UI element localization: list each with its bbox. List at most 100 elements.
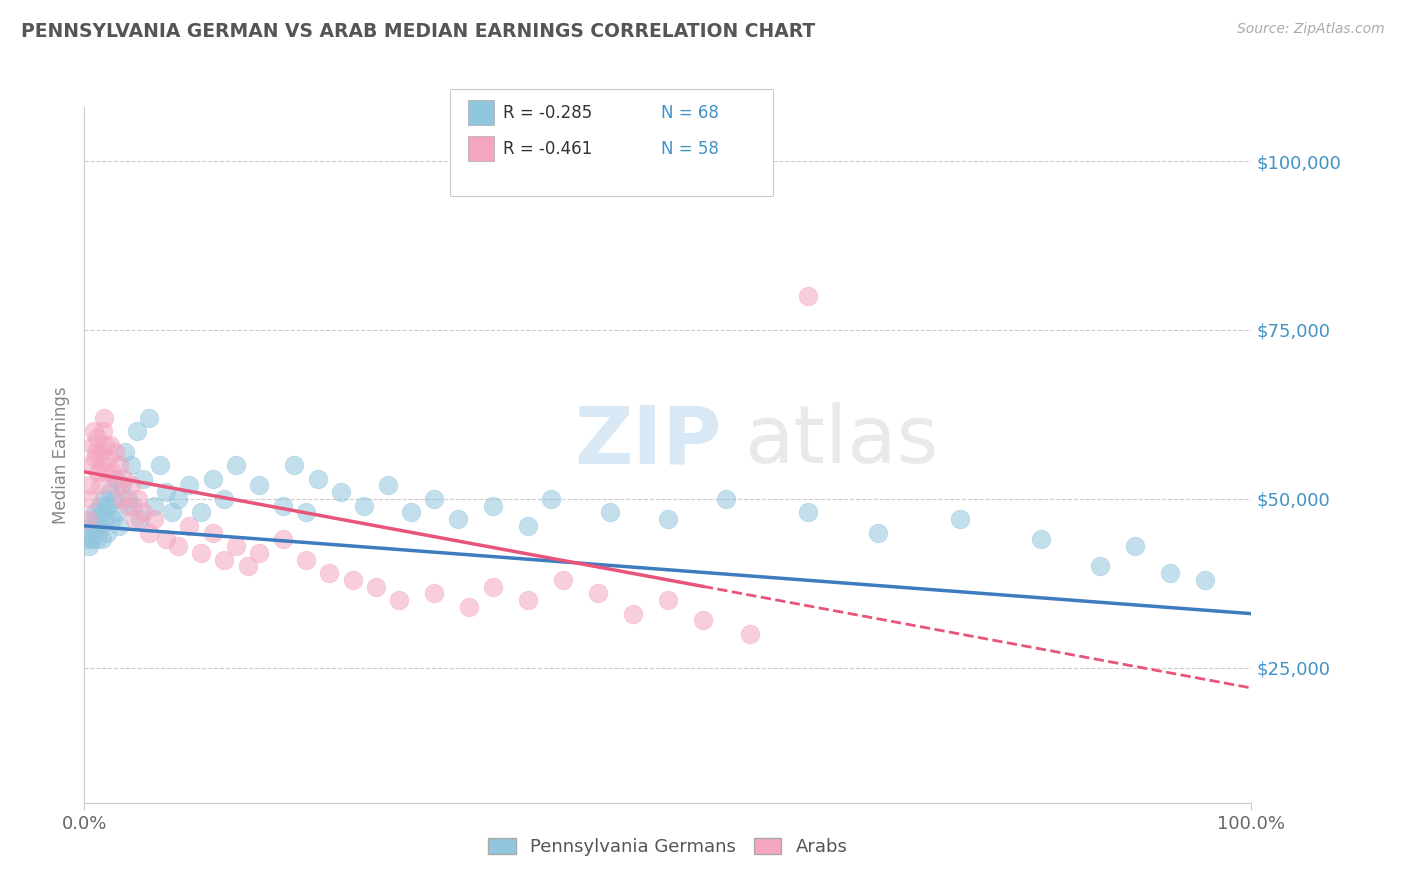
- Point: [481, 580, 505, 594]
- Point: [108, 458, 131, 472]
- Point: [96, 465, 118, 479]
- Point: [458, 599, 481, 614]
- Point: [117, 499, 139, 513]
- Point: [388, 593, 411, 607]
- Point: [236, 559, 259, 574]
- Text: PENNSYLVANIA GERMAN VS ARAB MEDIAN EARNINGS CORRELATION CHART: PENNSYLVANIA GERMAN VS ARAB MEDIAN EARNI…: [21, 22, 815, 41]
- Text: N = 58: N = 58: [661, 140, 718, 158]
- Point: [179, 478, 201, 492]
- Point: [84, 444, 107, 458]
- Point: [120, 478, 142, 492]
- Point: [129, 512, 152, 526]
- Point: [79, 478, 101, 492]
- Point: [105, 505, 128, 519]
- Point: [90, 444, 112, 458]
- Point: [540, 491, 562, 506]
- Point: [83, 505, 105, 519]
- Point: [516, 593, 538, 607]
- Point: [949, 512, 972, 526]
- Point: [104, 472, 127, 486]
- Point: [1031, 533, 1053, 547]
- Point: [214, 552, 236, 566]
- Point: [307, 472, 329, 486]
- Point: [76, 533, 98, 547]
- Point: [77, 491, 100, 506]
- Text: R = -0.285: R = -0.285: [503, 104, 592, 122]
- Point: [155, 485, 177, 500]
- Point: [83, 512, 105, 526]
- Point: [190, 546, 212, 560]
- Point: [599, 505, 621, 519]
- Point: [83, 424, 105, 438]
- Point: [423, 491, 446, 506]
- Point: [132, 472, 155, 486]
- Point: [353, 499, 375, 513]
- Point: [112, 472, 135, 486]
- Point: [249, 478, 271, 492]
- Point: [377, 478, 399, 492]
- Point: [108, 519, 131, 533]
- Point: [271, 533, 294, 547]
- Point: [866, 525, 889, 540]
- Point: [1194, 573, 1216, 587]
- Point: [87, 512, 110, 526]
- Point: [89, 478, 111, 492]
- Point: [423, 586, 446, 600]
- Point: [201, 525, 224, 540]
- Point: [295, 505, 318, 519]
- Point: [366, 580, 388, 594]
- Point: [125, 424, 148, 438]
- Legend: Pennsylvania Germans, Arabs: Pennsylvania Germans, Arabs: [481, 830, 855, 863]
- Point: [80, 458, 103, 472]
- Point: [797, 289, 820, 303]
- Point: [201, 472, 224, 486]
- Point: [283, 458, 305, 472]
- Point: [114, 444, 136, 458]
- Point: [657, 593, 679, 607]
- Point: [657, 512, 679, 526]
- Point: [516, 519, 538, 533]
- Point: [166, 491, 188, 506]
- Point: [225, 458, 247, 472]
- Point: [179, 519, 201, 533]
- Point: [124, 512, 146, 526]
- Text: Source: ZipAtlas.com: Source: ZipAtlas.com: [1237, 22, 1385, 37]
- Point: [738, 627, 761, 641]
- Point: [105, 478, 128, 492]
- Point: [83, 451, 105, 466]
- Point: [90, 458, 112, 472]
- Point: [249, 546, 271, 560]
- Point: [90, 519, 112, 533]
- Point: [97, 451, 120, 466]
- Point: [225, 539, 247, 553]
- Point: [77, 539, 100, 553]
- Point: [138, 410, 160, 425]
- Point: [82, 519, 104, 533]
- Point: [101, 512, 124, 526]
- Text: atlas: atlas: [744, 402, 938, 480]
- Point: [621, 607, 644, 621]
- Point: [120, 458, 142, 472]
- Point: [551, 573, 574, 587]
- Point: [271, 499, 294, 513]
- Y-axis label: Median Earnings: Median Earnings: [52, 386, 70, 524]
- Point: [330, 485, 353, 500]
- Point: [190, 505, 212, 519]
- Point: [132, 505, 155, 519]
- Point: [94, 438, 117, 452]
- Point: [138, 525, 160, 540]
- Point: [79, 525, 101, 540]
- Point: [797, 505, 820, 519]
- Point: [94, 512, 117, 526]
- Point: [104, 444, 127, 458]
- Point: [318, 566, 340, 581]
- Point: [86, 431, 108, 445]
- Point: [143, 499, 166, 513]
- Point: [214, 491, 236, 506]
- Point: [122, 499, 145, 513]
- Point: [1088, 559, 1111, 574]
- Point: [160, 505, 183, 519]
- Point: [342, 573, 364, 587]
- Point: [89, 499, 111, 513]
- Point: [1159, 566, 1181, 581]
